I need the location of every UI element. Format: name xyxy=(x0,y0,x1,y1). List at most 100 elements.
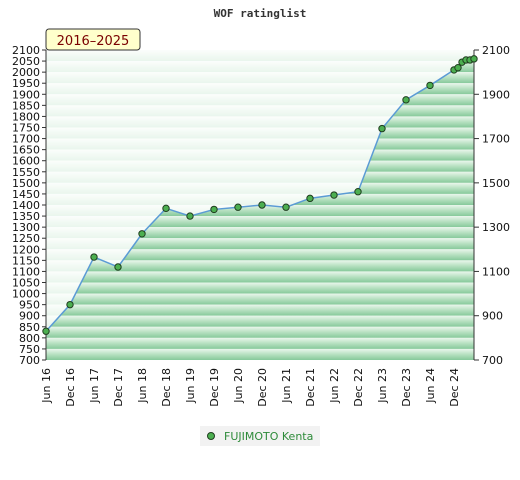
data-point xyxy=(378,124,386,133)
x-tick-label: Jun 21 xyxy=(280,368,293,404)
grid-band xyxy=(46,304,474,316)
data-point xyxy=(186,212,194,220)
left-tick-label: 700 xyxy=(19,354,40,367)
x-tick-label: Dec 17 xyxy=(112,368,125,407)
left-tick-label: 1600 xyxy=(12,155,40,168)
left-tick-label: 1200 xyxy=(12,243,40,256)
legend-label: FUJIMOTO Kenta xyxy=(224,430,313,443)
period-badge: 2016–2025 xyxy=(45,28,141,51)
grid-band xyxy=(46,205,474,217)
left-tick-label: 1350 xyxy=(12,210,40,223)
legend-marker xyxy=(207,432,215,440)
data-point xyxy=(258,201,266,209)
data-points xyxy=(42,55,478,335)
data-point xyxy=(162,204,170,213)
left-tick-label: 950 xyxy=(19,299,40,312)
left-tick-label: 850 xyxy=(19,321,40,334)
right-tick-label: 1700 xyxy=(482,133,510,146)
right-tick-label: 1900 xyxy=(482,88,510,101)
data-point xyxy=(330,191,338,199)
x-tick-label: Jun 20 xyxy=(232,368,245,404)
x-tick-label: Jun 16 xyxy=(40,368,53,404)
grid-band xyxy=(46,249,474,261)
right-tick-label: 1300 xyxy=(482,221,510,234)
left-tick-label: 1850 xyxy=(12,99,40,112)
right-tick-label: 2100 xyxy=(482,44,510,57)
left-tick-label: 1700 xyxy=(12,133,40,146)
chart-title: WOF ratinglist xyxy=(214,7,307,20)
left-tick-label: 1650 xyxy=(12,144,40,157)
grid-band xyxy=(46,337,474,349)
data-point xyxy=(42,327,50,335)
x-tick-label: Jun 18 xyxy=(136,368,149,404)
left-tick-label: 2000 xyxy=(12,66,40,79)
x-tick-label: Dec 16 xyxy=(64,368,77,407)
x-tick-label: Dec 22 xyxy=(352,368,365,407)
data-point xyxy=(90,253,98,261)
left-tick-label: 1750 xyxy=(12,122,40,135)
x-tick-label: Dec 23 xyxy=(400,368,413,407)
grid-band xyxy=(46,216,474,228)
left-tick-label: 2100 xyxy=(12,44,40,57)
x-tick-label: Jun 19 xyxy=(184,368,197,404)
x-tick-label: Dec 19 xyxy=(208,368,221,407)
grid-band xyxy=(46,227,474,239)
data-point xyxy=(114,263,122,271)
x-tick-label: Dec 21 xyxy=(304,368,317,407)
grid-band xyxy=(46,348,474,360)
data-point xyxy=(402,96,410,104)
grid-band xyxy=(46,293,474,305)
right-tick-label: 700 xyxy=(482,354,503,367)
left-tick-label: 900 xyxy=(19,310,40,323)
left-tick-label: 1450 xyxy=(12,188,40,201)
x-tick-label: Jun 23 xyxy=(376,368,389,404)
data-point xyxy=(66,300,74,309)
left-tick-label: 1100 xyxy=(12,265,40,278)
left-tick-label: 750 xyxy=(19,343,40,356)
left-tick-labels: 2100205020001950190018501800175017001650… xyxy=(12,44,46,367)
right-tick-labels: 2100 1900 1700 1500 1300 1100 900 700 xyxy=(474,44,510,367)
grid-band xyxy=(46,326,474,338)
right-tick-label: 1500 xyxy=(482,177,510,190)
data-point xyxy=(354,188,362,196)
right-tick-label: 1100 xyxy=(482,265,510,278)
data-point xyxy=(138,230,146,238)
left-tick-label: 1550 xyxy=(12,166,40,179)
left-tick-label: 1900 xyxy=(12,88,40,101)
data-point xyxy=(234,203,242,211)
left-tick-label: 1400 xyxy=(12,199,40,212)
data-point xyxy=(282,203,290,211)
left-tick-label: 1800 xyxy=(12,110,40,123)
right-tick-label: 900 xyxy=(482,310,503,323)
left-tick-label: 1150 xyxy=(12,254,40,267)
x-tick-label: Jun 17 xyxy=(88,368,101,404)
data-point xyxy=(470,55,478,63)
grid-band xyxy=(46,271,474,283)
x-tick-label: Dec 20 xyxy=(256,368,269,407)
data-point xyxy=(306,194,314,203)
left-tick-label: 1250 xyxy=(12,232,40,245)
plot-mask xyxy=(46,49,474,332)
legend: FUJIMOTO Kenta xyxy=(200,426,320,446)
left-tick-label: 800 xyxy=(19,332,40,345)
x-tick-label: Dec 18 xyxy=(160,368,173,407)
data-point xyxy=(210,205,218,214)
data-point xyxy=(454,64,462,72)
x-tick-label: Jun 24 xyxy=(424,368,437,404)
left-tick-label: 1050 xyxy=(12,277,40,290)
left-tick-label: 1300 xyxy=(12,221,40,234)
x-tick-labels: Jun 16 Dec 16 Jun 17 Dec 17 Jun 18 Dec 18 Jun … xyxy=(40,368,461,407)
grid-band xyxy=(46,260,474,272)
left-tick-label: 1950 xyxy=(12,77,40,90)
grid-band xyxy=(46,282,474,294)
left-tick-label: 1000 xyxy=(12,288,40,301)
left-tick-label: 1500 xyxy=(12,177,40,190)
left-tick-label: 2050 xyxy=(12,55,40,68)
grid-band xyxy=(46,238,474,250)
period-badge-text: 2016–2025 xyxy=(57,34,130,49)
x-tick-label: Dec 24 xyxy=(448,368,461,407)
x-tick-label: Jun 22 xyxy=(328,368,341,404)
data-point xyxy=(426,81,434,90)
grid-band xyxy=(46,315,474,327)
